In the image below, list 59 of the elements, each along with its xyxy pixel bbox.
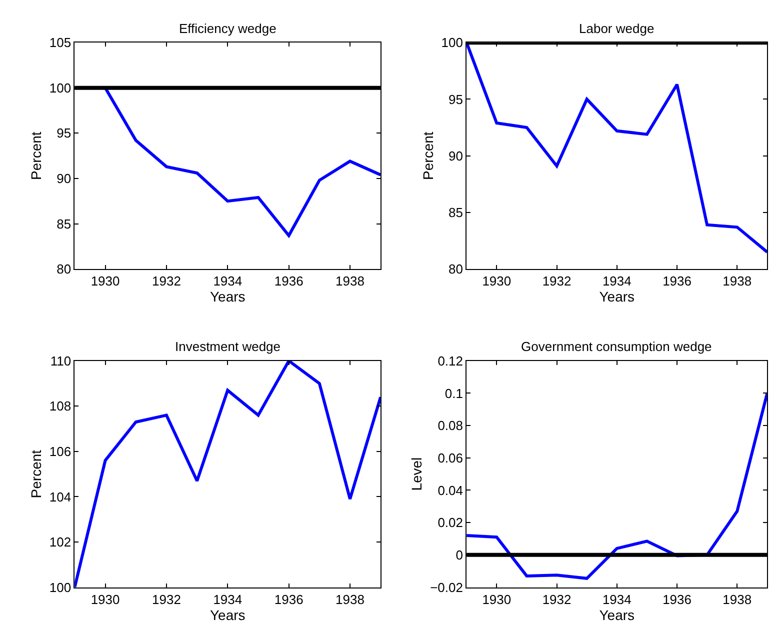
x-tick-label: 1936 <box>662 274 692 289</box>
x-axis-title: Years <box>599 606 635 623</box>
y-axis-title: Percent <box>420 132 436 180</box>
y-tick-label: 100 <box>49 580 72 595</box>
x-tick-label: 1936 <box>662 592 692 607</box>
y-tick-label: 90 <box>56 171 72 186</box>
y-axis-title: Percent <box>28 450 44 498</box>
y-tick-label: 0.02 <box>438 515 463 530</box>
y-tick-label: 85 <box>56 216 72 232</box>
line-series <box>74 360 381 588</box>
y-tick-label: 0.08 <box>438 418 463 434</box>
x-tick-label: 1930 <box>482 274 512 289</box>
chart-title: Investment wedge <box>175 339 281 354</box>
y-tick-label: 105 <box>49 35 72 50</box>
x-tick-label: 1934 <box>213 592 242 607</box>
x-tick-label: 1934 <box>602 274 632 289</box>
y-tick-label: −0.02 <box>430 580 463 595</box>
y-tick-label: 80 <box>448 262 463 277</box>
y-tick-label: 100 <box>441 35 463 50</box>
x-tick-label: 1932 <box>542 592 572 607</box>
y-tick-label: 90 <box>448 148 463 164</box>
x-tick-label: 1934 <box>213 274 242 289</box>
y-tick-label: 80 <box>56 262 72 277</box>
y-tick-label: 104 <box>49 489 72 504</box>
x-tick-label: 1930 <box>482 592 512 607</box>
x-tick-label: 1936 <box>274 274 304 289</box>
y-tick-label: 102 <box>49 534 72 550</box>
x-axis-title: Years <box>210 606 246 623</box>
x-tick-label: 1938 <box>336 274 364 289</box>
x-tick-label: 1938 <box>336 592 364 607</box>
line-series <box>466 42 768 254</box>
x-tick-label: 1938 <box>722 274 752 289</box>
y-axis-title: Percent <box>28 132 44 180</box>
x-tick-label: 1930 <box>90 274 120 289</box>
y-tick-label: 100 <box>49 80 72 96</box>
chart-title: Government consumption wedge <box>521 339 712 354</box>
y-tick-label: 85 <box>448 204 463 220</box>
x-tick-label: 1936 <box>274 592 304 607</box>
y-tick-label: 106 <box>49 444 72 459</box>
chart-title: Efficiency wedge <box>179 21 276 36</box>
x-tick-label: 1932 <box>152 274 181 289</box>
y-tick-label: 0.1 <box>444 386 463 401</box>
y-tick-label: 0.04 <box>438 482 463 498</box>
y-tick-label: 0.12 <box>438 353 463 368</box>
y-tick-label: 95 <box>56 126 72 141</box>
chart-title: Labor wedge <box>579 21 654 36</box>
y-tick-label: 110 <box>50 353 72 368</box>
x-tick-label: 1930 <box>90 592 120 607</box>
y-tick-label: 0 <box>456 547 463 562</box>
y-tick-label: 0.06 <box>438 450 463 466</box>
x-axis-title: Years <box>210 288 246 305</box>
x-tick-label: 1932 <box>152 592 181 607</box>
x-axis-title: Years <box>599 288 635 305</box>
x-tick-label: 1934 <box>602 592 632 607</box>
y-tick-label: 108 <box>49 398 72 414</box>
x-tick-label: 1938 <box>722 592 752 607</box>
y-axis-title: Level <box>408 457 425 491</box>
x-tick-label: 1932 <box>542 274 572 289</box>
y-tick-label: 95 <box>448 92 463 107</box>
